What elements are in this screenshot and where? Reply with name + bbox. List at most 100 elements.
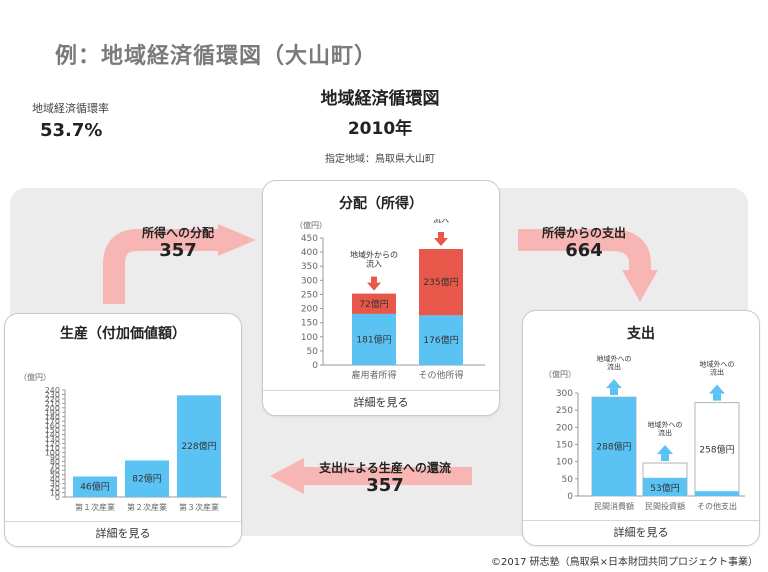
circulation-rate-value: 53.7% [40,120,103,141]
y-tick-label: 210 [45,399,60,408]
bar-value-label: 53億円 [650,482,679,494]
inflow-arrow-head [434,238,448,247]
expenditure-details-link[interactable]: 詳細を見る [523,520,759,545]
slide-title: 例：地域経済循環図（大山町） [55,44,378,69]
inflow-arrow-head [367,282,381,291]
bar-value-label: 235億円 [423,276,458,288]
y-tick-label: 220 [45,395,60,404]
flow-value-to-income: 357 [159,240,197,261]
y-tick-label: 200 [556,423,573,433]
y-tick-label: 100 [301,333,318,343]
flow-value-from-income: 664 [565,240,603,261]
bar-value-label: 258億円 [699,443,734,455]
y-tick-label: 0 [567,492,573,502]
flow-arrow-return [270,458,472,494]
y-tick-label: 300 [556,389,573,399]
y-tick-label: 30 [50,480,60,489]
bar-value-label: 72億円 [359,298,388,310]
outflow-arrow-stem [713,393,721,401]
x-tick-label: 民間投資額 [645,501,685,511]
copyright: ©2017 研志塾（鳥取県×日本財団共同プロジェクト事業） [490,557,758,568]
bar-value-label: 228億円 [181,440,216,452]
x-tick-label: 第３次産業 [179,502,219,512]
panel-production-title: 生産（付加価値額） [60,326,186,342]
y-tick-label: 300 [301,276,318,286]
y-tick-label: 100 [45,448,60,457]
y-tick-label: 40 [50,475,60,484]
y-tick-label: 150 [301,319,318,329]
y-tick-label: 450 [301,234,318,244]
y-tick-label: 100 [556,458,573,468]
outflow-arrow [657,445,673,455]
y-tick-label: 50 [50,471,60,480]
inflow-arrow [371,276,377,283]
flow-arrow-from-income [518,229,658,302]
y-tick-label: 130 [45,435,60,444]
inflow-arrow [438,232,444,239]
x-tick-label: その他所得 [418,369,463,381]
panel-expenditure-title: 支出 [627,326,655,342]
y-tick-label: 150 [45,426,60,435]
flow-label-to-income: 所得への分配 [141,226,214,240]
y-tick-label: 230 [45,390,60,399]
x-tick-label: 第１次産業 [75,502,115,512]
y-tick-label: 140 [45,431,60,440]
y-tick-label: 250 [556,406,573,416]
distribution-chart: （億円） 0 50 100 150 200 250 300 350 400 450 181億円 72億円… [295,219,485,381]
bar [125,460,169,497]
flow-label-from-income: 所得からの支出 [541,226,626,240]
outflow-arrow [709,384,725,394]
bar-value-label: 46億円 [80,481,109,493]
bar [73,476,117,497]
circulation-rate-label: 地域経済循環率 [32,102,109,115]
outflow-annotation: 地域外への流出 [597,354,632,371]
bar-value-label: 288億円 [596,441,631,453]
y-tick-label: 250 [301,290,318,300]
y-tick-label: 50 [562,475,574,485]
flow-arrow-to-income [103,224,256,304]
panel-production: 生産（付加価値額） （億円） 0 10 20 30 40 50 60 70 80 90 100 110 1… [4,313,242,547]
y-tick-label: 90 [50,453,60,462]
y-tick-label: 200 [45,404,60,413]
y-tick-label: 10 [50,489,60,498]
y-tick-label: 60 [50,466,60,475]
bar [177,395,221,497]
outflow-arrow-stem [610,388,618,396]
bar-segment-local [419,315,463,365]
flow-value-return: 357 [366,475,404,496]
y-tick-label: 350 [301,262,318,272]
bar-value-label: 181億円 [356,333,391,345]
bar-local [695,491,739,496]
y-tick-label: 50 [307,347,319,357]
y-tick-label: 170 [45,417,60,426]
outflow-arrow-stem [661,454,669,462]
y-tick-label: 240 [45,386,60,395]
y-tick-label: 110 [45,444,60,453]
x-tick-label: その他支出 [697,501,737,511]
bar-value-label: 82億円 [132,473,161,485]
flow-label-return: 支出による生産への還流 [319,461,451,475]
region-label: 指定地域：鳥取県大山町 [325,154,435,165]
y-tick-label: 180 [45,413,60,422]
y-axis-unit: （億円） [295,220,327,230]
y-tick-label: 0 [312,361,318,371]
outflow-arrow [606,379,622,389]
x-tick-label: 雇用者所得 [351,369,396,381]
inflow-annotation: 地域外からの流入 [350,250,398,269]
outflow-annotation: 地域外への流出 [700,360,735,377]
bar-segment-local [352,313,396,365]
production-chart: （億円） 010203040506070809010011012013014015… [19,372,227,512]
inflow-annotation: 地域外からの流入 [417,219,465,224]
panel-distribution: 分配（所得） （億円） 0 50 100 150 200 250 300 350 400 450 18… [262,180,500,416]
y-tick-label: 160 [45,422,60,431]
production-details-link[interactable]: 詳細を見る [5,521,241,546]
diagram-year: 2010年 [347,119,413,139]
y-tick-label: 80 [50,457,60,466]
outflow-annotation: 地域外への流出 [648,420,683,437]
y-tick-label: 190 [45,408,60,417]
bar-segment-inflow [352,293,396,314]
y-axis-unit: （億円） [544,369,576,379]
x-tick-label: 民間消費額 [594,501,634,511]
distribution-details-link[interactable]: 詳細を見る [263,390,499,415]
